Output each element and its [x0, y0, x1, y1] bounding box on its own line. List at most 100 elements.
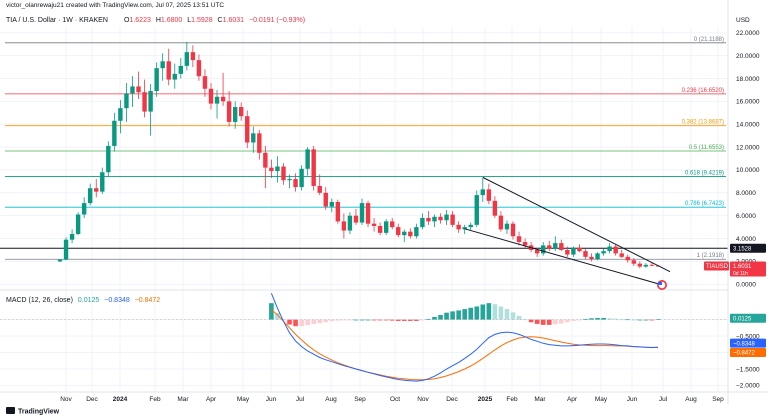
- macd-legend: MACD (12, 26, close) 0.0125 −0.8348 −0.8…: [6, 297, 160, 304]
- candle-34: [263, 145, 268, 189]
- candle-84: [565, 246, 570, 257]
- price-tick-9: 18.0000: [736, 76, 760, 83]
- candle-0: [57, 259, 63, 262]
- candle-body-40: [299, 168, 304, 188]
- author-line: victor_olanrewaju21 created with Trading…: [6, 2, 224, 9]
- macd-hist-bar-8: [317, 319, 323, 324]
- macd-hist-bar-46: [546, 319, 552, 325]
- macd-hist-bar-5: [299, 319, 304, 327]
- candle-38: [287, 174, 292, 189]
- candle-24: [202, 69, 208, 97]
- ohlc-c-label: C: [218, 17, 223, 24]
- candle-body-2: [69, 233, 75, 240]
- x-tick-5: Apr: [206, 396, 217, 403]
- candle-body-46: [335, 201, 341, 222]
- candle-body-20: [178, 65, 183, 74]
- price-tick-2: 4.0000: [736, 236, 756, 243]
- candle-65: [450, 211, 455, 228]
- candle-64: [444, 209, 449, 225]
- price-badge-bg: [730, 261, 766, 277]
- macd-line-value: −0.8348: [104, 297, 130, 304]
- candle-body-97: [643, 264, 649, 267]
- tradingview-logo: TradingView: [6, 407, 60, 416]
- macd-hist-bar-0: [269, 303, 274, 320]
- macd-hist-badge: 0.0125: [730, 313, 766, 323]
- candle-body-21: [184, 52, 190, 66]
- candle-48: [347, 212, 353, 234]
- price-tick-3: 6.0000: [736, 213, 756, 220]
- candle-body-70: [480, 189, 485, 196]
- candle-90: [601, 248, 606, 256]
- candle-40: [299, 165, 304, 191]
- ohlc-open: 1.6223: [129, 17, 151, 24]
- us-flag-icon: [657, 280, 667, 290]
- time-axis[interactable]: Nov Dec 2024 Feb Mar Apr May Jun Jul Aug Sep Oct Nov…: [60, 396, 724, 403]
- price-tick-10: 20.0000: [736, 53, 760, 60]
- candle-31: [245, 110, 250, 149]
- candle-55: [390, 217, 395, 230]
- candle-body-19: [172, 73, 177, 80]
- ohlc-high: 1.6800: [161, 17, 183, 24]
- macd-line-badge: −0.8348: [730, 338, 766, 348]
- candle-body-71: [486, 189, 492, 201]
- candle-2: [69, 229, 75, 244]
- macd-hist-badge-text: 0.0125: [733, 316, 752, 322]
- candle-1: [63, 237, 69, 261]
- macd-line-badge-bg: [730, 338, 766, 348]
- x-tick-3: Feb: [149, 396, 161, 403]
- candle-83: [559, 239, 564, 252]
- candle-43: [317, 174, 322, 196]
- macd-hist-bar-12: [341, 319, 347, 321]
- macd-signal-line: [271, 309, 659, 381]
- candle-body-65: [450, 214, 455, 225]
- candle-60: [420, 213, 425, 230]
- candle-87: [583, 248, 588, 260]
- macd-hist-bar-37: [492, 304, 498, 320]
- candle-body-59: [414, 227, 419, 237]
- candle-body-60: [420, 217, 425, 228]
- macd-hist-bar-14: [353, 319, 359, 321]
- macd-hist-bar-19: [383, 319, 389, 321]
- macd-hist-bar-2: [281, 319, 286, 321]
- macd-signal-badge-text: −0.8472: [733, 351, 756, 357]
- macd-histogram: [0, 303, 728, 327]
- macd-hist-bar-15: [359, 319, 365, 321]
- candle-body-43: [317, 185, 322, 193]
- macd-hist-bar-57: [613, 318, 618, 320]
- macd-hist-bar-56: [607, 318, 612, 320]
- macd-hist-bar-36: [486, 303, 492, 320]
- candle-body-32: [251, 133, 256, 143]
- candle-body-96: [637, 263, 643, 267]
- candle-body-77: [522, 241, 528, 246]
- candle-72: [492, 196, 498, 218]
- candle-86: [577, 244, 582, 253]
- macd-hist-bar-34: [474, 306, 480, 320]
- candle-29: [232, 101, 238, 129]
- candle-body-69: [474, 195, 479, 225]
- candle-body-68: [468, 224, 473, 228]
- macd-hist-bar-35: [480, 304, 486, 320]
- candle-body-41: [305, 149, 310, 169]
- candle-body-16: [154, 68, 159, 92]
- candle-5: [88, 183, 93, 206]
- candle-23: [196, 54, 202, 81]
- falling-wedge-lines[interactable]: [464, 176, 671, 285]
- macd-hist-bar-30: [450, 311, 455, 320]
- candle-body-91: [607, 246, 612, 252]
- candle-50: [359, 198, 365, 225]
- candle-body-23: [196, 60, 202, 77]
- countdown-text: 0d 11h: [733, 271, 748, 277]
- macd-hist-bar-9: [323, 319, 329, 323]
- candle-42: [311, 145, 316, 191]
- x-tick-20: Jul: [659, 396, 668, 403]
- candle-18: [166, 48, 171, 86]
- candle-body-74: [504, 223, 510, 230]
- x-tick-9: Aug: [325, 396, 337, 403]
- macd-hist-bar-25: [420, 319, 425, 321]
- x-tick-17: Apr: [567, 396, 578, 403]
- candle-body-35: [269, 167, 274, 172]
- fib-label-0.618: 0.618 (9.4219): [685, 171, 724, 177]
- candle-95: [631, 257, 636, 266]
